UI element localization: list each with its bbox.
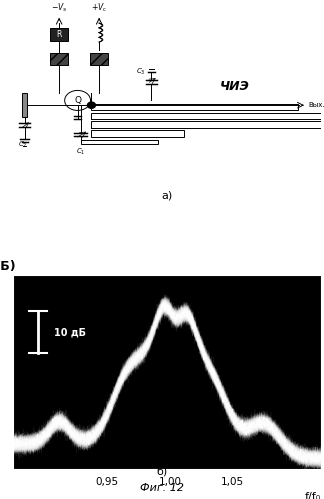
Text: R: R xyxy=(56,30,62,39)
Bar xyxy=(22,93,27,117)
Bar xyxy=(50,53,68,65)
Bar xyxy=(50,28,68,41)
Text: 10 дБ: 10 дБ xyxy=(54,327,87,337)
Circle shape xyxy=(87,102,96,108)
Bar xyxy=(91,130,184,137)
Text: Р(дБ): Р(дБ) xyxy=(0,259,17,273)
Text: $C_1$: $C_1$ xyxy=(76,147,86,157)
Text: Q: Q xyxy=(74,96,81,105)
Text: ЧИЭ: ЧИЭ xyxy=(220,80,249,93)
Bar xyxy=(91,121,324,128)
Text: $C_3$: $C_3$ xyxy=(136,66,145,77)
Text: $C_2$: $C_2$ xyxy=(18,140,28,150)
Bar xyxy=(91,113,324,119)
Bar xyxy=(91,104,298,110)
Text: Фиг. 12: Фиг. 12 xyxy=(140,483,184,493)
Text: $-V_\mathsf{э}$: $-V_\mathsf{э}$ xyxy=(51,1,67,13)
Text: Вых.: Вых. xyxy=(308,102,324,108)
Bar xyxy=(90,53,108,65)
Text: б): б) xyxy=(156,467,168,477)
Text: $+V_\mathsf{c}$: $+V_\mathsf{c}$ xyxy=(91,1,107,13)
Bar xyxy=(81,140,158,145)
Text: f/f₀: f/f₀ xyxy=(305,493,321,499)
Text: а): а) xyxy=(161,191,172,201)
